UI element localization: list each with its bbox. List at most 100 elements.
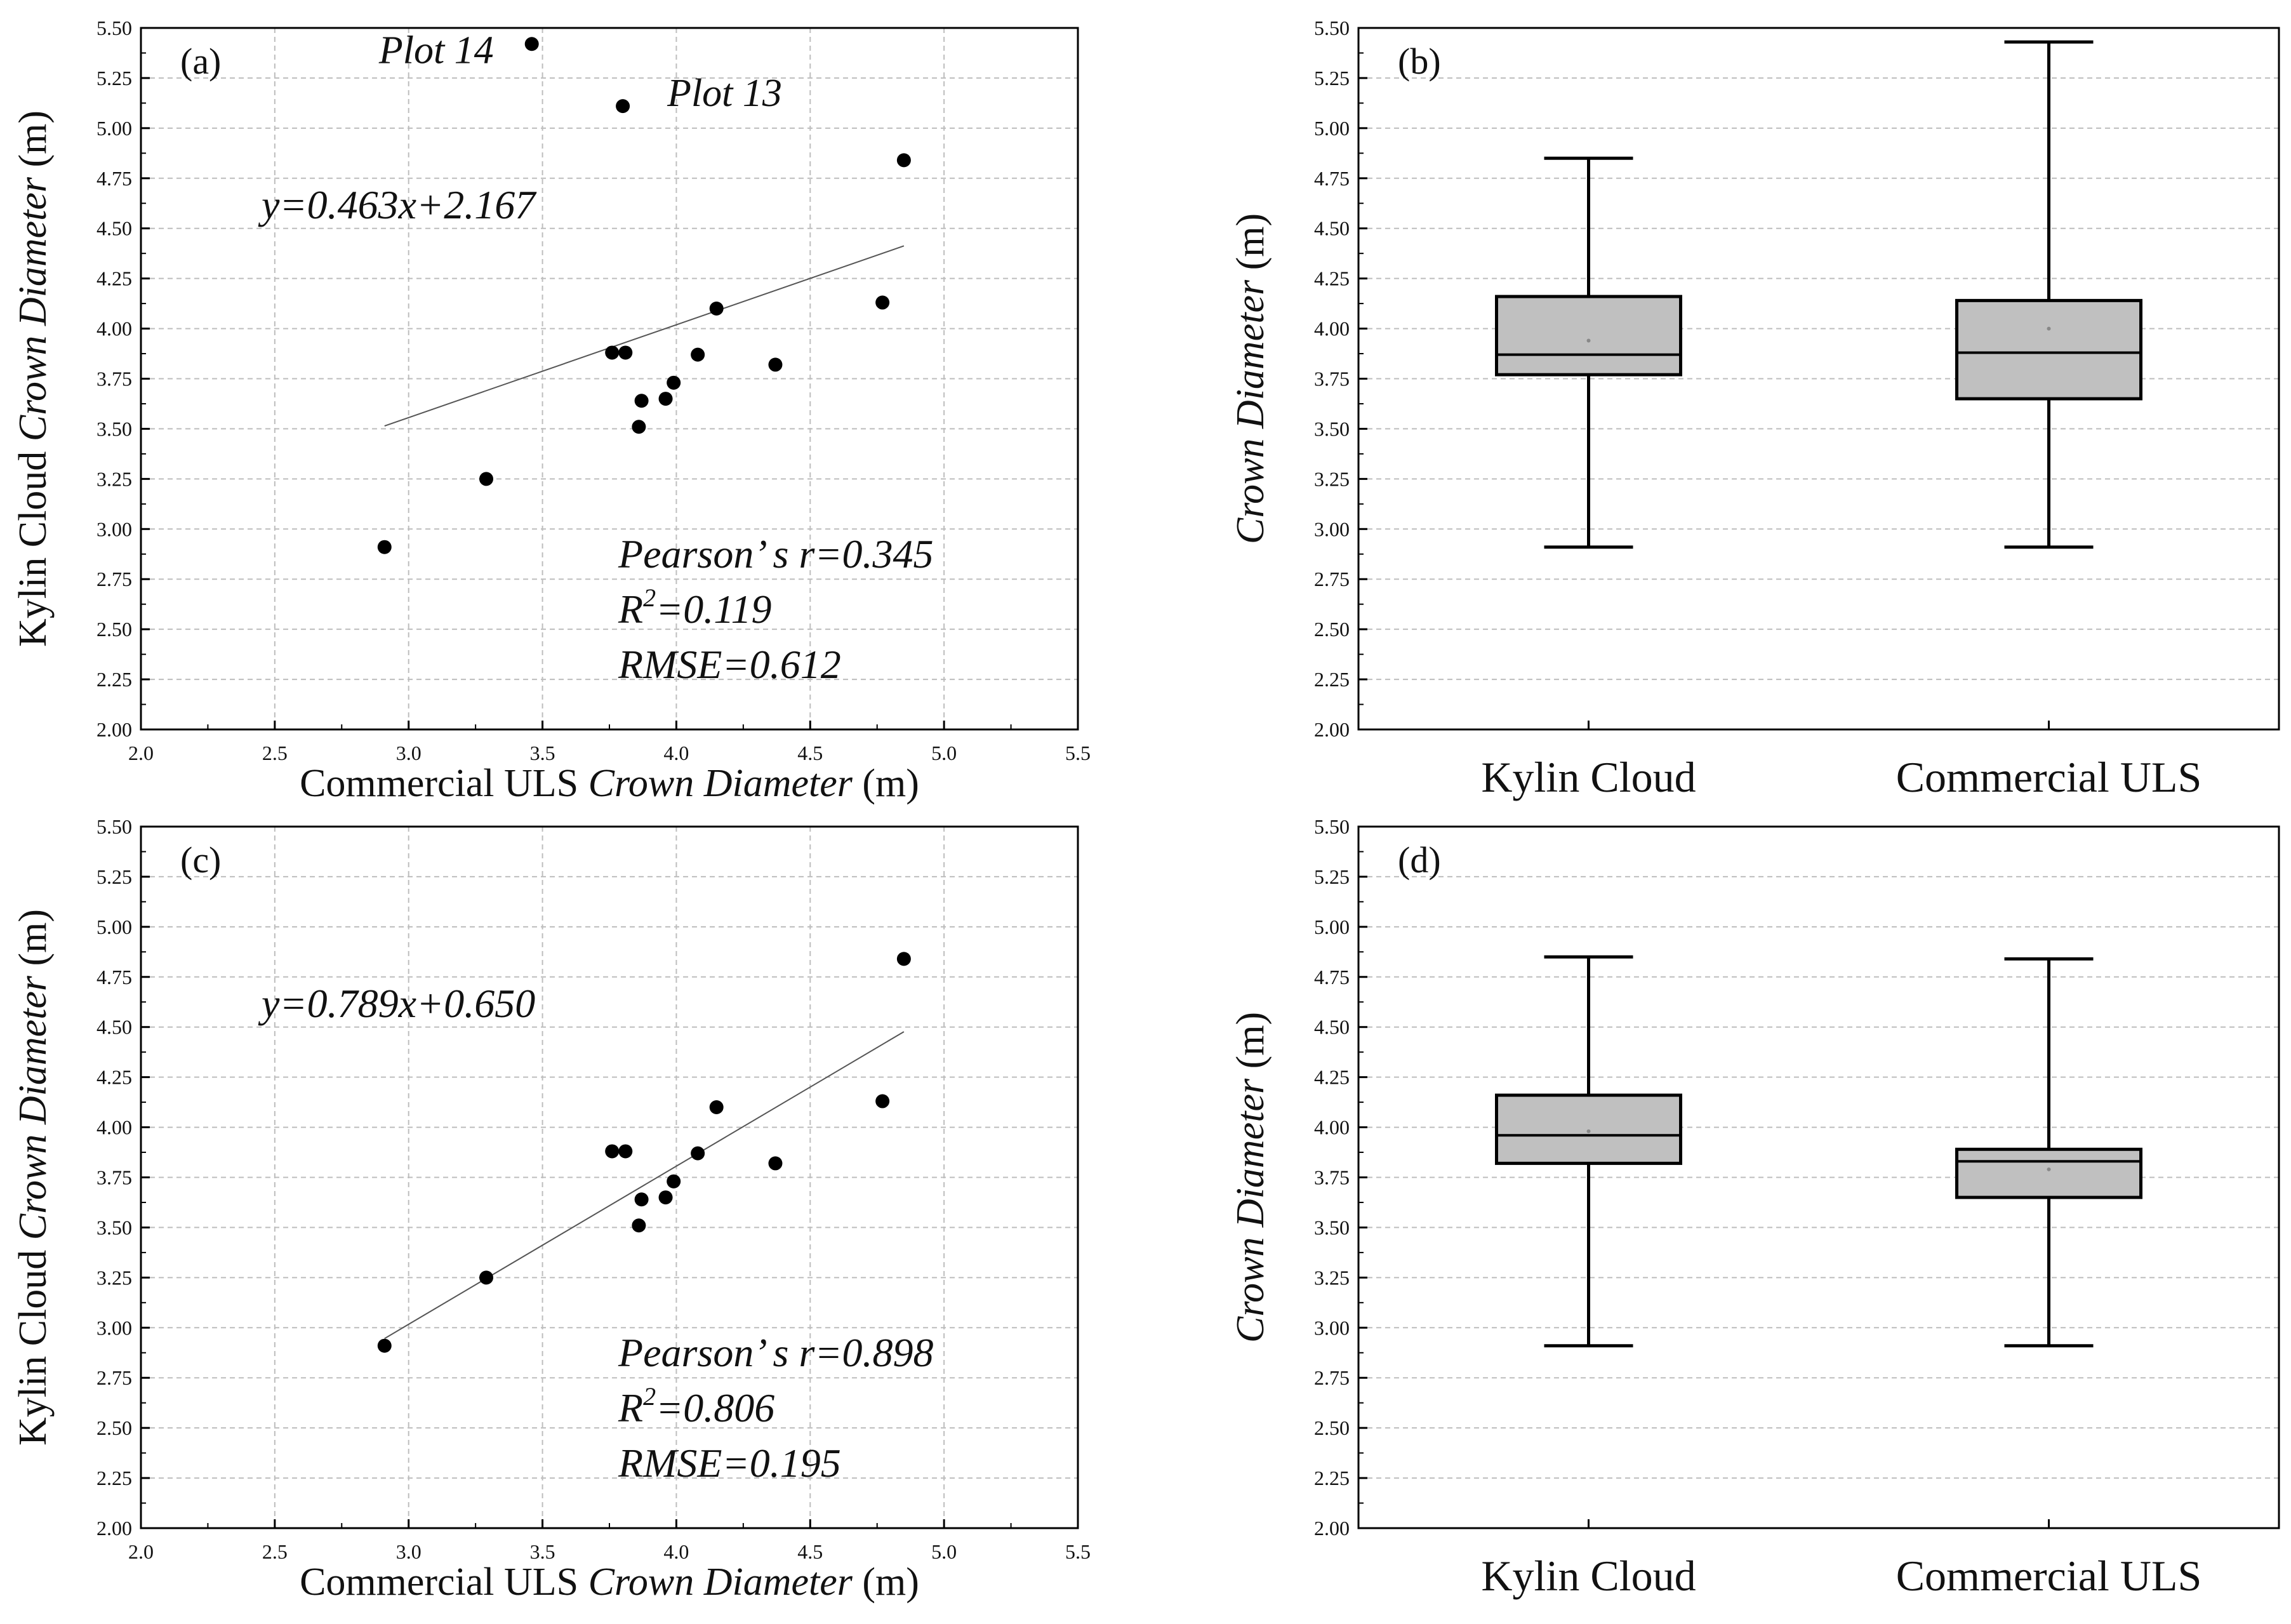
- y-tick-label: 3.50: [1314, 417, 1350, 440]
- y-tick-label: 3.50: [96, 1216, 132, 1239]
- y-tick-label: 4.25: [96, 1066, 132, 1089]
- scatter-point: [896, 952, 911, 966]
- panel-label: (b): [1398, 41, 1441, 82]
- y-axis-label-suffix: (m): [11, 909, 55, 976]
- box-iqr: [1495, 295, 1682, 376]
- scatter-point: [632, 420, 646, 434]
- y-tick-label: 4.75: [96, 167, 132, 190]
- y-tick-label: 2.50: [96, 1416, 132, 1439]
- y-tick-label: 4.50: [96, 217, 132, 240]
- r-squared-value: =0.119: [656, 587, 771, 632]
- y-tick-label: 5.25: [1314, 865, 1350, 888]
- y-tick-label: 4.25: [1314, 1066, 1350, 1089]
- y-tick-label: 3.50: [1314, 1216, 1350, 1239]
- x-tick-label: 2.0: [128, 1540, 154, 1563]
- y-tick-label: 3.00: [1314, 517, 1350, 540]
- scatter-point: [667, 1174, 681, 1188]
- scatter-point: [618, 1144, 633, 1159]
- x-tick-label: 4.5: [797, 742, 823, 764]
- y-tick-label: 5.25: [96, 67, 132, 90]
- category-label: Commercial ULS: [1896, 753, 2202, 801]
- pearson-r: Pearson’ s r=0.898: [618, 1330, 934, 1375]
- x-axis-label: Commercial ULS Crown Diameter (m): [300, 1561, 919, 1604]
- y-tick-label: 4.75: [1314, 966, 1350, 988]
- x-tick-label: 4.0: [663, 742, 689, 764]
- y-axis-label-prefix: Kylin Cloud: [11, 1240, 55, 1446]
- scatter-point: [896, 153, 911, 168]
- y-tick-label: 4.75: [1314, 167, 1350, 190]
- point-label: Plot 13: [667, 72, 782, 115]
- x-tick-label: 4.5: [797, 1540, 823, 1563]
- y-tick-label: 3.25: [1314, 467, 1350, 490]
- y-axis-label: Kylin Cloud Crown Diameter (m): [11, 909, 55, 1446]
- scatter-point: [768, 357, 783, 372]
- box-iqr: [1955, 1147, 2142, 1199]
- x-tick-label: 3.0: [396, 742, 422, 764]
- x-tick-label: 2.5: [262, 1540, 288, 1563]
- x-axis-label-italic: Crown Diameter: [588, 1561, 853, 1604]
- scatter-point: [524, 37, 539, 51]
- y-tick-label: 4.50: [1314, 217, 1350, 240]
- y-tick-label: 3.25: [96, 467, 132, 490]
- scatter-point: [667, 375, 681, 390]
- x-axis-label-suffix: (m): [853, 762, 919, 805]
- scatter-point: [875, 295, 890, 310]
- r-squared-symbol: R: [618, 587, 643, 632]
- scatter-point: [658, 1190, 673, 1205]
- y-tick-label: 3.50: [96, 417, 132, 440]
- x-tick-label: 2.0: [128, 742, 154, 764]
- y-axis-label-italic: Crown Diameter: [1229, 279, 1272, 544]
- scatter-point: [634, 394, 649, 408]
- y-axis-label-italic: Crown Diameter: [1229, 1078, 1272, 1343]
- r-squared-exponent: 2: [643, 583, 656, 612]
- y-tick-label: 3.00: [1314, 1316, 1350, 1339]
- scatter-point: [768, 1156, 783, 1171]
- category-label: Kylin Cloud: [1481, 753, 1696, 801]
- scatter-point: [377, 1338, 392, 1353]
- y-axis-label: Kylin Cloud Crown Diameter (m): [11, 110, 55, 647]
- x-tick-label: 4.0: [663, 1540, 689, 1563]
- y-tick-label: 5.25: [96, 865, 132, 888]
- scatter-point: [377, 540, 392, 554]
- y-tick-label: 5.25: [1314, 67, 1350, 90]
- category-label: Kylin Cloud: [1481, 1552, 1696, 1600]
- rmse: RMSE=0.195: [618, 1441, 841, 1486]
- x-axis-label-prefix: Commercial ULS: [300, 1561, 588, 1604]
- y-axis-label: Crown Diameter (m): [1229, 213, 1272, 544]
- y-tick-label: 2.00: [1314, 1517, 1350, 1540]
- y-tick-label: 3.00: [96, 517, 132, 540]
- scatter-point: [691, 347, 705, 362]
- y-axis-label-suffix: (m): [11, 110, 55, 177]
- y-tick-label: 4.50: [96, 1016, 132, 1039]
- y-tick-label: 3.75: [96, 1166, 132, 1189]
- scatter-point: [658, 392, 673, 406]
- y-tick-label: 2.25: [1314, 668, 1350, 691]
- y-tick-label: 5.00: [1314, 915, 1350, 938]
- scatter-point: [691, 1146, 705, 1161]
- pearson-r: Pearson’ s r=0.345: [618, 531, 934, 576]
- y-tick-label: 4.00: [96, 1116, 132, 1139]
- panel-label: (d): [1398, 839, 1441, 881]
- y-axis-label-italic: Crown Diameter: [11, 975, 55, 1240]
- y-tick-label: 4.00: [96, 317, 132, 340]
- y-tick-label: 3.75: [1314, 368, 1350, 390]
- panel-label: (a): [180, 41, 221, 82]
- scatter-point: [616, 99, 630, 114]
- scatter-point: [479, 472, 494, 486]
- regression-equation: y=0.789x+0.650: [258, 981, 535, 1026]
- regression-line: [384, 1031, 905, 1340]
- y-tick-label: 3.25: [1314, 1266, 1350, 1289]
- category-label: Commercial ULS: [1896, 1552, 2202, 1600]
- y-tick-label: 5.50: [1314, 17, 1350, 39]
- scatter-point: [618, 345, 633, 360]
- x-tick-label: 5.5: [1065, 742, 1091, 764]
- regression-equation: y=0.463x+2.167: [258, 182, 537, 227]
- x-tick-label: 3.5: [530, 1540, 555, 1563]
- y-axis-label-italic: Crown Diameter: [11, 176, 55, 441]
- x-axis-label: Commercial ULS Crown Diameter (m): [300, 762, 919, 805]
- box-mean: [1586, 338, 1591, 343]
- y-tick-label: 4.25: [96, 267, 132, 290]
- box-mean: [2047, 326, 2051, 331]
- box-mean: [1586, 1129, 1591, 1133]
- r-squared: R2=0.806: [618, 1382, 774, 1430]
